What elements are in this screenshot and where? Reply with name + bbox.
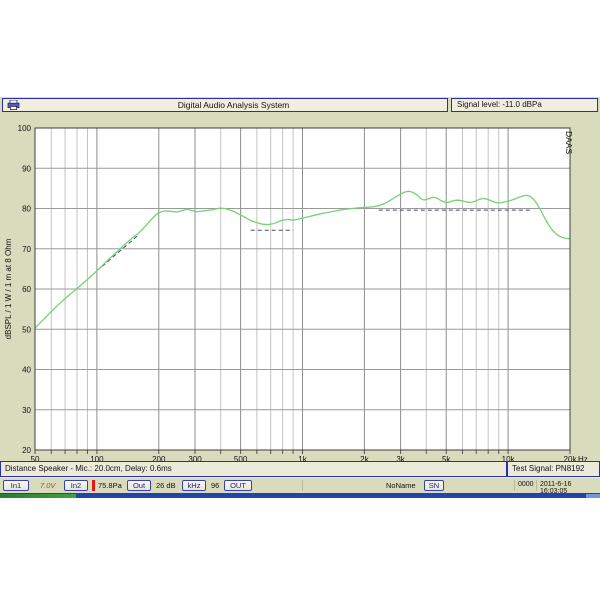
svg-text:10k: 10k (502, 455, 516, 461)
input-voltage-value: 7.0V (40, 481, 56, 490)
x-axis-labels: 50 100 200 300 500 1k 2k 3k 5k 10k 20k (31, 455, 578, 464)
svg-text:20k: 20k (564, 455, 578, 461)
svg-text:50: 50 (22, 325, 31, 334)
svg-text:1k: 1k (298, 455, 307, 461)
samplerate-value: 96 (211, 481, 220, 490)
app-window: Digital Audio Analysis System Signal lev… (0, 97, 600, 498)
status-bar: Distance Speaker - Mic.: 20.0cm, Delay: … (0, 461, 600, 477)
x-axis-ticks (34, 450, 571, 454)
status-test-signal: Test Signal: PN8192 (507, 461, 600, 477)
svg-text:2k: 2k (360, 455, 369, 461)
toolbar-divider (514, 480, 515, 491)
svg-text:30: 30 (22, 406, 31, 415)
svg-text:300: 300 (188, 455, 202, 461)
svg-text:100: 100 (18, 124, 32, 133)
plot-border (34, 127, 571, 451)
spl-curve (34, 190, 571, 329)
svg-text:60: 60 (22, 285, 31, 294)
y-axis-labels: 100 90 80 70 60 50 40 30 20 (18, 124, 32, 455)
toolbar-divider (302, 480, 303, 491)
taskbar-tray (586, 494, 600, 498)
svg-text:200: 200 (152, 455, 166, 461)
gain-value: 26 dB (156, 481, 176, 490)
counter-value: 0000 (518, 481, 534, 488)
svg-text:3k: 3k (396, 455, 405, 461)
datetime-value: 2011-6-16 16:03:05 (540, 481, 572, 495)
x-axis-unit: Hz (578, 455, 588, 461)
svg-text:20: 20 (22, 446, 31, 455)
taskbar[interactable] (0, 493, 600, 498)
toolbar-divider (536, 480, 537, 491)
svg-text:40: 40 (22, 366, 31, 375)
chart-region: 100 90 80 70 60 50 40 30 20 50 100 200 300 500 1k 2k 3k 5… (0, 114, 600, 464)
toolbar: In1 7.0V In2 75.8Pa Out 26 dB kHz 96 OUT… (0, 477, 600, 495)
out-button[interactable]: Out (127, 480, 151, 491)
pressure-value: 75.8Pa (98, 481, 122, 490)
svg-text:500: 500 (234, 455, 248, 461)
clip-indicator-icon (92, 480, 95, 491)
svg-text:100: 100 (90, 455, 104, 461)
daas-watermark: DAAS (564, 131, 574, 154)
svg-text:50: 50 (31, 455, 40, 461)
window-title: Digital Audio Analysis System (177, 100, 290, 110)
sn-button[interactable]: SN (424, 480, 444, 491)
title-panel: Digital Audio Analysis System (2, 98, 448, 112)
in2-button[interactable]: In2 (64, 480, 88, 491)
printer-icon[interactable] (7, 100, 20, 110)
reference-dashed-line (96, 209, 531, 272)
project-name-value: NoName (386, 481, 416, 490)
status-distance: Distance Speaker - Mic.: 20.0cm, Delay: … (0, 461, 507, 477)
signal-level-panel: Signal level: -11.0 dBPa (451, 98, 598, 112)
start-button[interactable] (0, 494, 76, 498)
svg-text:80: 80 (22, 205, 31, 214)
out2-button[interactable]: OUT (224, 480, 252, 491)
svg-text:70: 70 (22, 245, 31, 254)
title-bar: Digital Audio Analysis System Signal lev… (0, 97, 600, 113)
in1-button[interactable]: In1 (3, 480, 29, 491)
khz-button[interactable]: kHz (182, 480, 206, 491)
svg-text:5k: 5k (442, 455, 451, 461)
svg-text:90: 90 (22, 164, 31, 173)
y-axis-title: dBSPL / 1 W / 1 m at 8 Ohm (4, 238, 13, 339)
